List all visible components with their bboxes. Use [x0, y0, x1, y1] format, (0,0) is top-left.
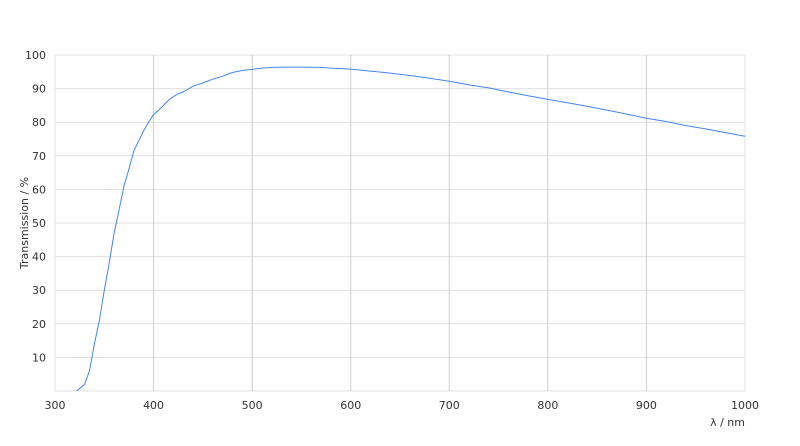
- x-axis-label: λ / nm: [710, 416, 745, 429]
- y-tick-label: 10: [32, 351, 46, 364]
- y-tick-label: 100: [25, 49, 46, 62]
- x-tick-label: 600: [340, 399, 361, 412]
- y-tick-label: 60: [32, 183, 46, 196]
- x-tick-label: 1000: [731, 399, 759, 412]
- x-tick-label: 900: [636, 399, 657, 412]
- x-tick-label: 800: [537, 399, 558, 412]
- y-tick-label: 80: [32, 116, 46, 129]
- x-tick-label: 400: [143, 399, 164, 412]
- grid: [54, 54, 746, 392]
- series-line: [76, 66, 746, 392]
- y-tick-label: 20: [32, 318, 46, 331]
- x-tick-label: 300: [45, 399, 66, 412]
- y-tick-label: 40: [32, 251, 46, 264]
- y-tick-label: 90: [32, 83, 46, 96]
- y-tick-label: 50: [32, 217, 46, 230]
- y-tick-label: 30: [32, 284, 46, 297]
- tick-labels: 10 20 30 40 50 60 70 80 90 100 300 400 500 600 700 800 9…: [25, 49, 759, 412]
- y-tick-label: 70: [32, 150, 46, 163]
- x-tick-label: 500: [242, 399, 263, 412]
- x-tick-label: 700: [439, 399, 460, 412]
- y-axis-label: Transmission / %: [18, 177, 31, 270]
